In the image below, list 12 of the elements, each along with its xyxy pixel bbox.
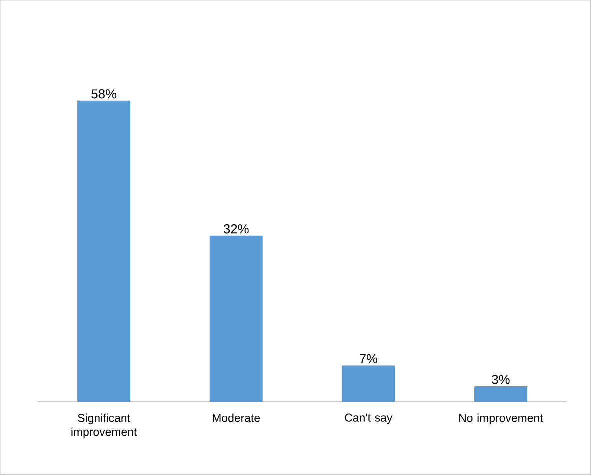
data-label: 32%: [224, 224, 249, 234]
x-tick-label: No improvement: [460, 414, 544, 424]
data-label: 3%: [492, 375, 510, 384]
x-tick-label: Significant improvement: [72, 414, 138, 438]
bar: [342, 366, 396, 402]
data-label: 58%: [92, 90, 117, 99]
x-tick-label: Moderate: [213, 414, 260, 422]
data-label: 7%: [360, 354, 378, 364]
bar: [78, 100, 131, 402]
x-tick-label: Can't say: [345, 414, 393, 424]
bar: [210, 236, 263, 402]
bar: [474, 386, 528, 402]
